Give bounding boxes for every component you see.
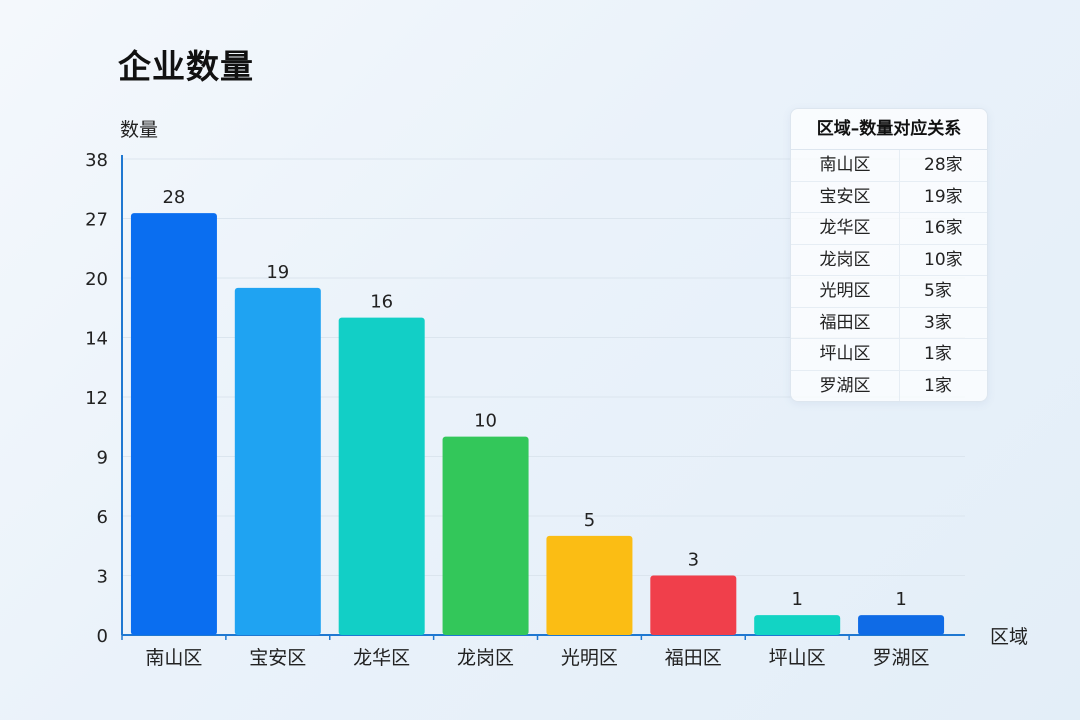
bar-龙岗区 xyxy=(442,436,529,635)
table-cell-count: 1家 xyxy=(924,375,952,396)
table-cell-count: 5家 xyxy=(924,281,952,301)
y-tick-label: 38 xyxy=(85,150,108,171)
bar-value-label: 10 xyxy=(474,411,497,432)
table-row: 福田区 3家 xyxy=(791,307,987,339)
x-axis-label: 区域 xyxy=(990,626,1029,648)
x-tick-label: 福田区 xyxy=(665,647,722,669)
table-cell-count: 19家 xyxy=(924,186,963,207)
y-tick-label: 14 xyxy=(85,329,108,350)
table-row: 龙华区 16家 xyxy=(791,213,987,245)
y-axis-label: 数量 xyxy=(120,119,159,141)
x-tick-label: 龙岗区 xyxy=(457,647,514,669)
bar-value-label: 3 xyxy=(688,550,699,571)
x-tick-label: 龙华区 xyxy=(353,647,410,669)
bar-value-label: 19 xyxy=(266,262,289,283)
table-cell-count: 16家 xyxy=(924,218,963,238)
bar-value-label: 5 xyxy=(584,510,595,531)
table-row: 光明区 5家 xyxy=(791,276,987,308)
y-tick-label: 27 xyxy=(85,210,108,231)
table-row: 龙岗区 10家 xyxy=(791,244,987,276)
table-cell-region: 龙岗区 xyxy=(791,244,900,275)
y-tick-label: 20 xyxy=(85,269,108,290)
x-tick-label: 南山区 xyxy=(145,647,202,669)
table-cell-region: 罗湖区 xyxy=(791,370,900,401)
x-tick-label: 光明区 xyxy=(561,647,618,669)
x-tick-label: 宝安区 xyxy=(249,647,306,669)
bar-坪山区 xyxy=(754,615,841,635)
table-cell-region: 光明区 xyxy=(791,276,900,307)
table-row: 宝安区 19家 xyxy=(791,181,987,213)
table-cell-count: 3家 xyxy=(924,312,952,333)
table-cell-count: 10家 xyxy=(924,249,963,270)
y-tick-label: 12 xyxy=(85,388,108,409)
table-row: 南山区 28家 xyxy=(791,150,987,182)
bar-value-label: 1 xyxy=(791,589,802,610)
table-header: 区域–数量对应关系 xyxy=(791,109,987,150)
table-cell-region: 龙华区 xyxy=(791,213,900,244)
table-cell-count: 1家 xyxy=(924,344,952,364)
y-tick-label: 3 xyxy=(97,567,108,588)
chart-title: 企业数量 xyxy=(118,47,254,86)
bar-宝安区 xyxy=(234,287,321,635)
bar-光明区 xyxy=(546,535,633,635)
table-row: 罗湖区 1家 xyxy=(791,370,987,401)
table-cell-region: 南山区 xyxy=(791,150,900,181)
table-cell-region: 坪山区 xyxy=(791,339,900,370)
y-tick-label: 0 xyxy=(97,626,108,647)
bar-罗湖区 xyxy=(858,615,945,635)
table-cell-count: 28家 xyxy=(924,155,963,175)
bar-南山区 xyxy=(130,213,217,635)
bar-value-label: 16 xyxy=(370,292,393,313)
bar-value-label: 28 xyxy=(162,187,185,208)
bar-龙华区 xyxy=(338,317,425,635)
bar-福田区 xyxy=(650,575,737,635)
table-cell-region: 福田区 xyxy=(791,307,900,338)
y-tick-label: 9 xyxy=(97,448,108,469)
x-tick-label: 坪山区 xyxy=(769,647,826,669)
region-count-table: 区域–数量对应关系 南山区 28家宝安区 19家龙华区 16家龙岗区 10家光明区 5家福… xyxy=(790,108,988,402)
table-row: 坪山区 1家 xyxy=(791,339,987,371)
bar-value-label: 1 xyxy=(895,589,906,610)
y-tick-label: 6 xyxy=(97,507,108,528)
x-tick-label: 罗湖区 xyxy=(873,647,930,669)
table-cell-region: 宝安区 xyxy=(791,181,900,212)
